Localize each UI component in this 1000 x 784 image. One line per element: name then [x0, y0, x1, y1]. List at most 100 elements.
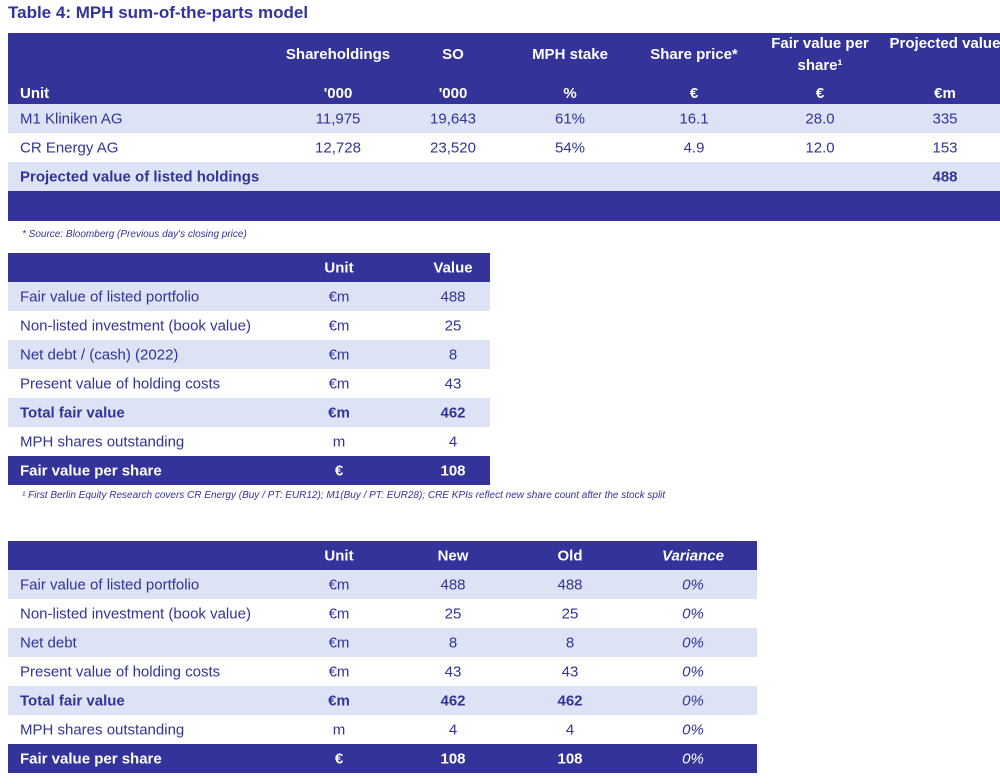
column-header: Fair value per share¹: [771, 35, 869, 74]
cell: 25: [561, 605, 579, 622]
cell: 19,643: [430, 110, 476, 127]
cell: €m: [328, 346, 350, 363]
cell: 0%: [682, 605, 704, 622]
cell: 12,728: [315, 139, 361, 156]
cell: 0%: [682, 663, 704, 680]
column-header: Shareholdings: [285, 46, 391, 63]
cell: €m: [328, 404, 350, 421]
cell: 488: [440, 576, 466, 593]
row-label: MPH shares outstanding: [20, 721, 185, 738]
table-title: Table 4: MPH sum-of-the-parts model: [8, 3, 309, 22]
cell: 488: [440, 288, 466, 305]
column-header: Projected value: [889, 35, 1000, 52]
unit-label: Unit: [20, 85, 50, 102]
cell: €m: [328, 634, 350, 651]
cell: 4: [565, 721, 575, 738]
cell: 108: [557, 750, 583, 767]
unit-cell: €: [815, 85, 825, 102]
row-label: Fair value of listed portfolio: [20, 288, 200, 305]
unit-cell: '000: [438, 85, 468, 102]
cell: 462: [440, 692, 466, 709]
cell: €: [334, 462, 344, 479]
unit-cell: €m: [934, 85, 956, 102]
row-label: Net debt / (cash) (2022): [20, 346, 179, 363]
column-header: Value: [433, 259, 473, 276]
cell: 4.9: [683, 139, 705, 156]
table-header: Unit Value: [8, 253, 490, 282]
table-row: Total fair value €m 462: [8, 398, 490, 427]
row-label: Total fair value: [20, 404, 125, 421]
cell: 4: [448, 721, 458, 738]
table-row: Fair value per share €108 108 0%: [8, 744, 757, 773]
row-label: Projected value of listed holdings: [20, 168, 260, 185]
sum-of-parts-table: Shareholdings SO MPH stake Share price* Fair…: [8, 33, 1000, 221]
table-row: Non-listed investment (book value) €m 25 25…: [8, 599, 757, 628]
unit-cell: €: [689, 85, 699, 102]
cell: 43: [561, 663, 579, 680]
cell: €m: [328, 605, 350, 622]
column-header: SO: [442, 46, 464, 63]
unit-cell: %: [563, 85, 577, 102]
cell: m: [332, 721, 346, 738]
table-row: MPH shares outstanding m 4: [8, 427, 490, 456]
row-label: M1 Kliniken AG: [20, 110, 123, 127]
table-row: Fair value of listed portfolio €m 488 488 0%: [8, 570, 757, 599]
cell: 488: [932, 168, 958, 185]
cell: €m: [328, 317, 350, 334]
cell: €m: [328, 692, 350, 709]
row-label: Fair value per share: [20, 750, 162, 767]
row-label: Non-listed investment (book value): [20, 317, 251, 334]
cell: 43: [444, 663, 462, 680]
new-vs-old-table: Unit New Old Variance Fair value of listed p…: [8, 541, 757, 773]
column-header: Share price*: [650, 46, 738, 63]
column-header: MPH stake: [532, 46, 608, 63]
table-row: Fair value of listed portfolio €m 488: [8, 282, 490, 311]
row-label: Total fair value: [20, 692, 125, 709]
cell: €m: [328, 576, 350, 593]
cell: 23,520: [430, 139, 476, 156]
table-row: Non-listed investment (book value) €m 25: [8, 311, 490, 340]
cell: 28.0: [805, 110, 835, 127]
row-label: Fair value of listed portfolio: [20, 576, 200, 593]
cell: 25: [444, 605, 462, 622]
column-header: Variance: [662, 547, 724, 564]
cell: 8: [448, 346, 458, 363]
column-header: New: [437, 547, 469, 564]
cell: 16.1: [679, 110, 709, 127]
cell: 0%: [682, 634, 704, 651]
cell: 11,975: [315, 110, 361, 127]
unit-cell: '000: [323, 85, 353, 102]
table-row: MPH shares outstanding m 4 4 0%: [8, 715, 757, 744]
cell: €m: [328, 288, 350, 305]
cell: 0%: [682, 750, 704, 767]
source-note: * Source: Bloomberg (Previous day's clos…: [22, 229, 247, 240]
column-header: Unit: [324, 547, 354, 564]
cell: 0%: [682, 576, 704, 593]
spacer-band: [8, 191, 1000, 221]
cell: 43: [444, 375, 462, 392]
table-row: Total fair value €m 462 462 0%: [8, 686, 757, 715]
cell: 54%: [554, 139, 586, 156]
fair-value-table: Unit Value Fair value of listed portfolio €…: [8, 253, 490, 485]
row-label: Non-listed investment (book value): [20, 605, 251, 622]
footnote: ¹ First Berlin Equity Research covers CR…: [22, 490, 666, 501]
cell: 108: [440, 462, 466, 479]
cell: 462: [440, 404, 466, 421]
cell: m: [332, 433, 346, 450]
cell: 12.0: [805, 139, 835, 156]
cell: 8: [448, 634, 458, 651]
column-header: Unit: [324, 259, 354, 276]
column-header: Old: [557, 547, 583, 564]
row-label: Present value of holding costs: [20, 663, 221, 680]
cell: 25: [444, 317, 462, 334]
table-row: CR Energy AG 12,728 23,520 54% 4.9 12.0 153: [8, 133, 1000, 162]
cell: 4: [448, 433, 458, 450]
row-label: Present value of holding costs: [20, 375, 221, 392]
cell: €m: [328, 663, 350, 680]
cell: 488: [557, 576, 583, 593]
table-row: Present value of holding costs €m 43 43 0%: [8, 657, 757, 686]
row-label: CR Energy AG: [20, 139, 119, 156]
table-row: M1 Kliniken AG 11,975 19,643 61% 16.1 28.0 335: [8, 104, 1000, 133]
total-row: Projected value of listed holdings 488: [8, 162, 1000, 191]
table-header: Unit New Old Variance: [8, 541, 757, 570]
